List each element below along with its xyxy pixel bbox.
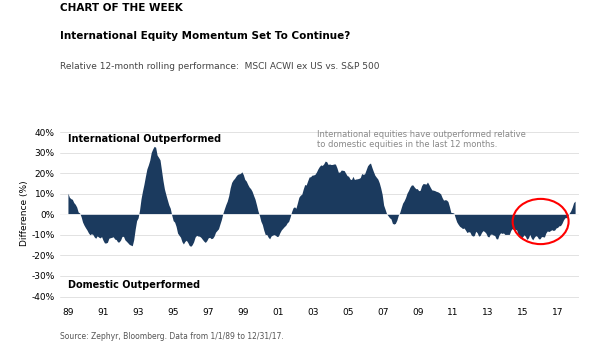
Text: to domestic equities in the last 12 months.: to domestic equities in the last 12 mont… — [317, 140, 497, 149]
Y-axis label: Difference (%): Difference (%) — [20, 181, 29, 246]
Text: Relative 12-month rolling performance:  MSCI ACWI ex US vs. S&P 500: Relative 12-month rolling performance: M… — [60, 62, 379, 71]
Text: International Outperformed: International Outperformed — [69, 134, 221, 144]
Text: Source: Zephyr, Bloomberg. Data from 1/1/89 to 12/31/17.: Source: Zephyr, Bloomberg. Data from 1/1… — [60, 332, 284, 341]
Text: Domestic Outperformed: Domestic Outperformed — [69, 280, 201, 290]
Text: International equities have outperformed relative: International equities have outperformed… — [317, 130, 525, 139]
Text: CHART OF THE WEEK: CHART OF THE WEEK — [60, 3, 183, 13]
Text: International Equity Momentum Set To Continue?: International Equity Momentum Set To Con… — [60, 31, 350, 41]
